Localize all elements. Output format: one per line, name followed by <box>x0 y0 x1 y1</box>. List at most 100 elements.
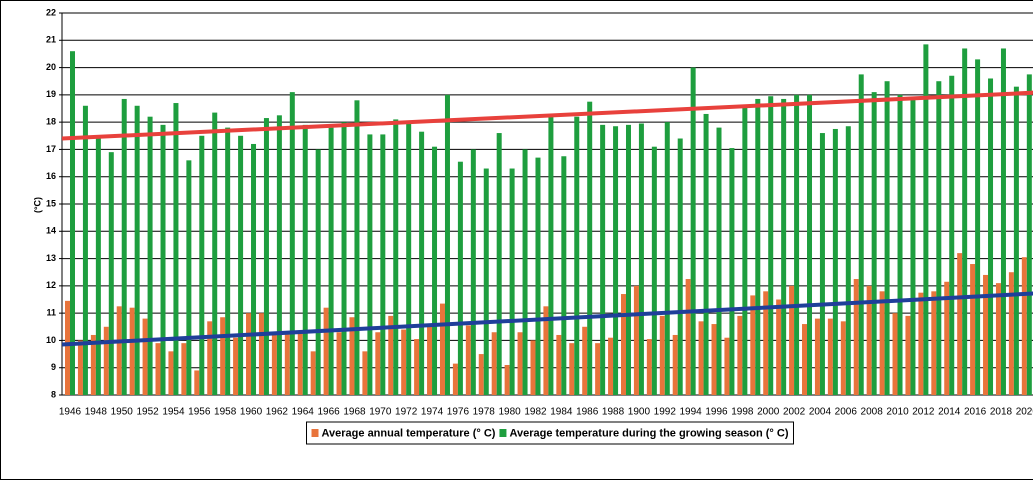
bar <box>194 370 200 395</box>
bar <box>910 97 916 395</box>
x-tick-label: 1956 <box>188 407 211 418</box>
bar <box>892 313 898 395</box>
bar <box>336 332 342 395</box>
bar <box>284 332 290 395</box>
bar <box>349 317 355 395</box>
bar <box>491 332 497 395</box>
bar <box>103 326 109 395</box>
bar <box>108 152 114 395</box>
y-tick-label: 15 <box>46 198 56 208</box>
bar <box>77 340 83 395</box>
bar <box>1021 257 1027 395</box>
bar <box>807 94 813 395</box>
y-tick-label: 14 <box>46 226 56 236</box>
bar <box>302 124 308 395</box>
bar <box>173 103 179 396</box>
bar <box>225 127 231 395</box>
bar <box>233 337 239 395</box>
bar <box>504 364 510 395</box>
x-tick-label: 2018 <box>990 407 1013 418</box>
bar <box>905 315 911 395</box>
x-tick-label: 2002 <box>783 407 806 418</box>
bar <box>258 313 264 395</box>
bar <box>95 138 101 395</box>
y-tick-label: 13 <box>46 253 56 263</box>
x-tick-label: 1952 <box>136 407 159 418</box>
y-tick-label: 9 <box>51 362 56 372</box>
bar <box>341 122 347 396</box>
bar <box>70 51 75 395</box>
bar <box>419 131 425 395</box>
bar <box>789 285 795 395</box>
bar <box>427 326 433 395</box>
x-tick-label: 1958 <box>214 407 237 418</box>
x-tick-label: 1946 <box>59 407 82 418</box>
x-tick-label: 1992 <box>654 407 677 418</box>
bar <box>827 318 833 395</box>
bar <box>207 321 213 395</box>
bar <box>716 127 722 395</box>
bar <box>633 285 639 395</box>
bar <box>884 81 890 395</box>
bar <box>794 94 800 395</box>
bar <box>116 306 122 395</box>
bar <box>444 94 450 395</box>
bar <box>840 321 846 395</box>
bar <box>1013 86 1019 396</box>
bar <box>923 44 929 395</box>
bar <box>742 105 748 396</box>
y-tick-label: 17 <box>46 144 56 154</box>
bar <box>496 133 502 396</box>
bar <box>401 329 407 395</box>
bar <box>556 334 562 395</box>
bar <box>703 113 709 395</box>
x-tick-label: 1978 <box>473 407 496 418</box>
legend: Average annual temperature (° C) Average … <box>306 421 794 445</box>
bar <box>802 324 808 395</box>
bar <box>1026 74 1032 396</box>
y-tick-label: 8 <box>51 389 56 399</box>
bar <box>263 118 269 396</box>
trend-line <box>61 291 1033 347</box>
bar <box>155 343 161 395</box>
bar <box>729 148 735 395</box>
bar <box>1000 48 1006 395</box>
x-tick-label: 2016 <box>964 407 987 418</box>
bar <box>271 334 277 395</box>
x-tick-label: 1976 <box>447 407 470 418</box>
legend-swatch <box>311 429 319 437</box>
bar <box>535 157 541 395</box>
x-tick-label: 1968 <box>343 407 366 418</box>
bar <box>646 339 652 395</box>
bar <box>711 324 717 395</box>
bar <box>737 315 743 395</box>
x-tick-label: 2012 <box>912 407 935 418</box>
bar <box>664 122 670 396</box>
bar <box>595 343 601 395</box>
bar <box>509 168 515 395</box>
bar <box>755 98 761 395</box>
bar <box>439 303 445 395</box>
bar <box>212 112 218 395</box>
x-tick-label: 1948 <box>85 407 108 418</box>
bar <box>457 161 463 395</box>
x-tick-label: 1950 <box>111 407 134 418</box>
bar <box>781 98 787 395</box>
y-tick-label: 21 <box>46 35 56 45</box>
x-tick-label: 2006 <box>835 407 858 418</box>
bar <box>465 325 471 395</box>
y-tick-label: 11 <box>46 308 56 318</box>
bar <box>574 116 580 395</box>
bar <box>452 363 458 395</box>
bar <box>620 294 626 395</box>
x-tick-label: 1962 <box>266 407 289 418</box>
bar <box>289 92 295 395</box>
bar <box>530 340 536 395</box>
bar <box>414 339 420 395</box>
bar <box>238 135 244 396</box>
bar <box>638 123 644 395</box>
bar <box>388 315 394 395</box>
bar <box>1008 272 1014 395</box>
bar <box>750 295 756 395</box>
